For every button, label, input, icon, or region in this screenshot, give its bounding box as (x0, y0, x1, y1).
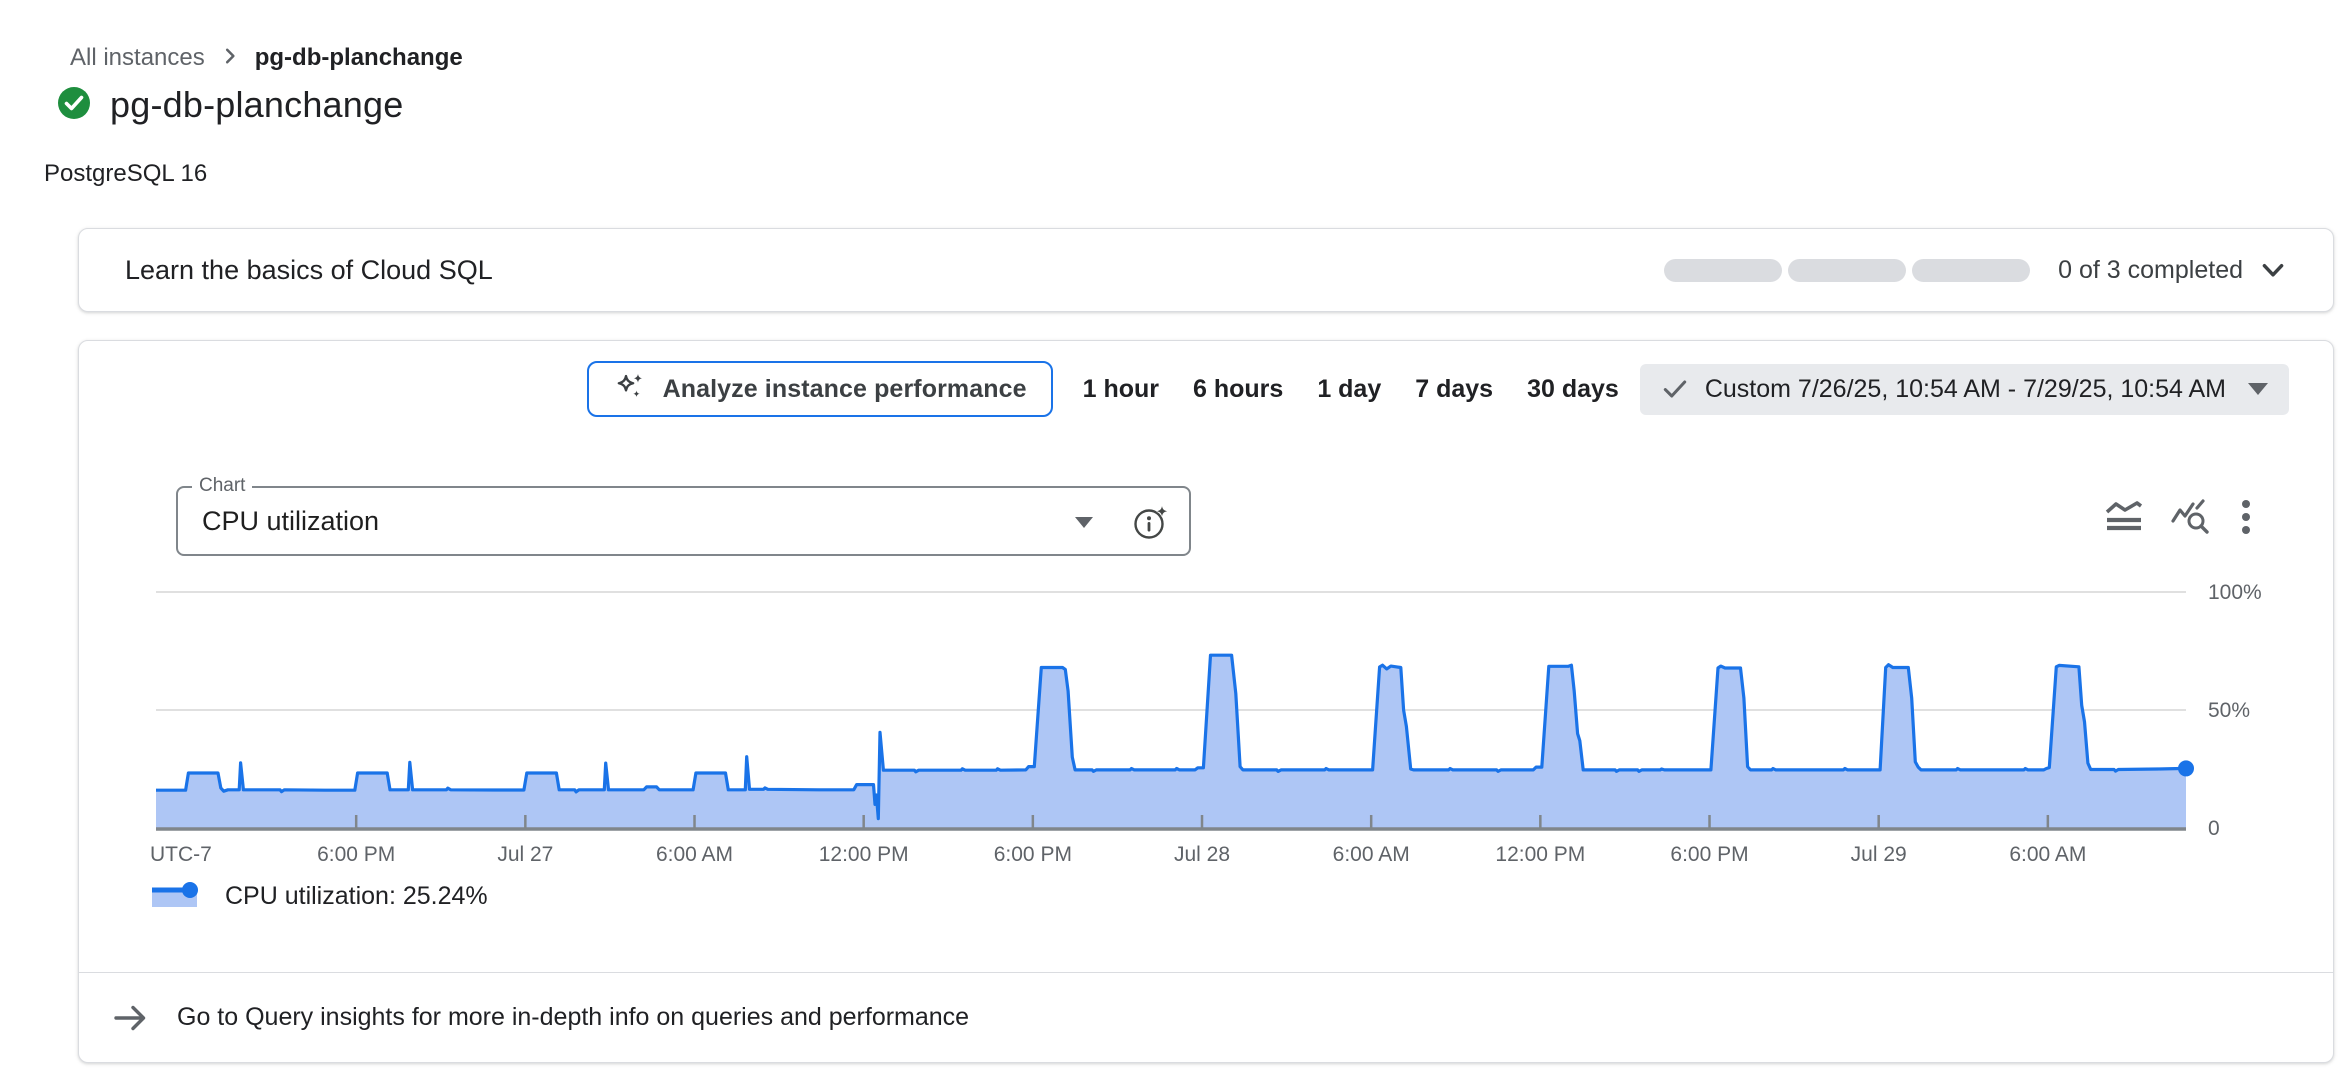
legend-toggle-icon[interactable] (2099, 496, 2149, 538)
breadcrumb-current: pg-db-planchange (254, 44, 463, 71)
latest-point-dot (2178, 760, 2194, 777)
breadcrumb: All instances pg-db-planchange (70, 44, 463, 72)
checkmark-icon (1661, 375, 1689, 403)
x-axis-label: 12:00 PM (819, 843, 909, 866)
chart-legend: CPU utilization: 25.24% (151, 881, 488, 911)
progress-segment (1912, 258, 2031, 282)
x-axis-label: 6:00 AM (2009, 843, 2086, 866)
cpu-utilization-chart: 100% 50% 0 6:00 PM Jul 27 6:00 AM 12:00 PM 6:00… (79, 561, 2335, 876)
query-insights-link[interactable]: Go to Query insights for more in-depth i… (79, 972, 2333, 1062)
info-sparkle-icon[interactable] (1131, 503, 1171, 548)
progress-bar (1664, 258, 2031, 282)
timezone-label: UTC-7 (150, 843, 212, 866)
x-axis-label: 6:00 AM (656, 843, 733, 866)
dropdown-arrow-icon (2248, 383, 2268, 395)
learn-basics-card: Learn the basics of Cloud SQL 0 of 3 com… (78, 228, 2334, 312)
progress-segment (1664, 258, 1783, 282)
time-range-1-hour[interactable]: 1 hour (1082, 374, 1160, 403)
learn-basics-title: Learn the basics of Cloud SQL (125, 254, 493, 285)
chart-action-icons (2099, 494, 2257, 540)
more-vert-icon[interactable] (2235, 494, 2257, 540)
chart-select-value: CPU utilization (202, 505, 380, 536)
time-range-1-day[interactable]: 1 day (1317, 374, 1382, 403)
query-stats-icon[interactable] (2167, 495, 2217, 539)
y-axis-label: 100% (2208, 581, 2262, 604)
chart-select-row: Chart CPU utilization (176, 475, 2261, 556)
page-title: pg-db-planchange (110, 84, 404, 125)
analyze-button-label: Analyze instance performance (662, 374, 1027, 403)
custom-range-label: Custom 7/26/25, 10:54 AM - 7/29/25, 10:5… (1704, 374, 2226, 403)
chevron-down-icon[interactable] (2259, 256, 2287, 284)
arrow-forward-icon (111, 999, 151, 1037)
check-circle-icon (56, 85, 92, 126)
x-axis-label: Jul 27 (497, 843, 553, 866)
chart-select-label: Chart (192, 475, 253, 497)
x-axis-label: 6:00 PM (1670, 843, 1748, 866)
time-range-30-days[interactable]: 30 days (1527, 374, 1619, 403)
x-axis-label: Jul 29 (1851, 843, 1907, 866)
x-axis-label: 6:00 PM (994, 843, 1072, 866)
chevron-right-icon (221, 44, 239, 72)
chart-metric-select[interactable]: Chart CPU utilization (176, 475, 1191, 556)
database-version-label: PostgreSQL 16 (44, 160, 208, 187)
x-axis-label: Jul 28 (1174, 843, 1230, 866)
custom-time-range-chip[interactable]: Custom 7/26/25, 10:54 AM - 7/29/25, 10:5… (1639, 363, 2289, 415)
time-range-6-hours[interactable]: 6 hours (1193, 374, 1284, 403)
breadcrumb-all-instances-link[interactable]: All instances (70, 44, 205, 71)
x-axis-label: 12:00 PM (1495, 843, 1585, 866)
progress-label: 0 of 3 completed (2058, 255, 2243, 284)
monitoring-chart-card: Analyze instance performance 1 hour 6 hou… (78, 340, 2334, 1063)
y-axis-label: 50% (2208, 699, 2250, 722)
analyze-instance-performance-button[interactable]: Analyze instance performance (586, 361, 1053, 417)
time-range-7-days[interactable]: 7 days (1415, 374, 1494, 403)
gemini-sparkle-icon (613, 372, 649, 406)
legend-label: CPU utilization: 25.24% (225, 881, 488, 910)
chart-toolbar: Analyze instance performance 1 hour 6 hou… (79, 361, 2289, 417)
x-axis-label: 6:00 AM (1333, 843, 1410, 866)
select-dropdown-arrow-icon (1075, 517, 1093, 528)
query-insights-text: Go to Query insights for more in-depth i… (177, 1003, 970, 1031)
time-range-links: 1 hour 6 hours 1 day 7 days 30 days (1083, 375, 1619, 404)
area-series-swatch (151, 881, 203, 911)
y-axis-label: 0 (2208, 817, 2220, 840)
learn-progress-group: 0 of 3 completed (1664, 256, 2287, 285)
x-axis-label: 6:00 PM (317, 843, 395, 866)
progress-segment (1788, 258, 1907, 282)
instance-title-row: pg-db-planchange (56, 84, 403, 126)
